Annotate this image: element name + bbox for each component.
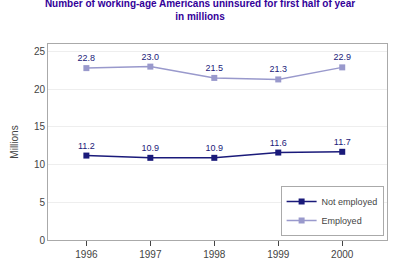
svg-text:22.8: 22.8 bbox=[78, 53, 96, 63]
svg-text:11.6: 11.6 bbox=[270, 138, 287, 148]
svg-text:23.0: 23.0 bbox=[142, 52, 160, 62]
svg-text:1999: 1999 bbox=[267, 249, 290, 260]
svg-text:1997: 1997 bbox=[139, 249, 162, 260]
svg-text:0: 0 bbox=[39, 235, 45, 246]
svg-text:Millions: Millions bbox=[9, 125, 20, 158]
svg-text:2000: 2000 bbox=[331, 249, 354, 260]
svg-text:21.5: 21.5 bbox=[206, 63, 224, 73]
svg-text:Number of working-age American: Number of working-age Americans uninsure… bbox=[45, 0, 355, 22]
svg-text:20: 20 bbox=[34, 84, 46, 95]
svg-text:25: 25 bbox=[34, 46, 46, 57]
svg-text:11.2: 11.2 bbox=[78, 141, 95, 151]
svg-text:22.9: 22.9 bbox=[333, 52, 351, 62]
svg-text:1998: 1998 bbox=[203, 249, 226, 260]
svg-text:11.7: 11.7 bbox=[334, 137, 351, 147]
svg-text:21.3: 21.3 bbox=[269, 64, 287, 74]
svg-text:Not employed: Not employed bbox=[322, 197, 378, 207]
svg-text:Employed: Employed bbox=[322, 216, 362, 226]
svg-text:10.9: 10.9 bbox=[142, 143, 160, 153]
svg-text:5: 5 bbox=[39, 197, 45, 208]
svg-text:10.9: 10.9 bbox=[206, 143, 224, 153]
svg-text:15: 15 bbox=[34, 121, 46, 132]
svg-text:1996: 1996 bbox=[75, 249, 98, 260]
svg-text:10: 10 bbox=[34, 159, 46, 170]
